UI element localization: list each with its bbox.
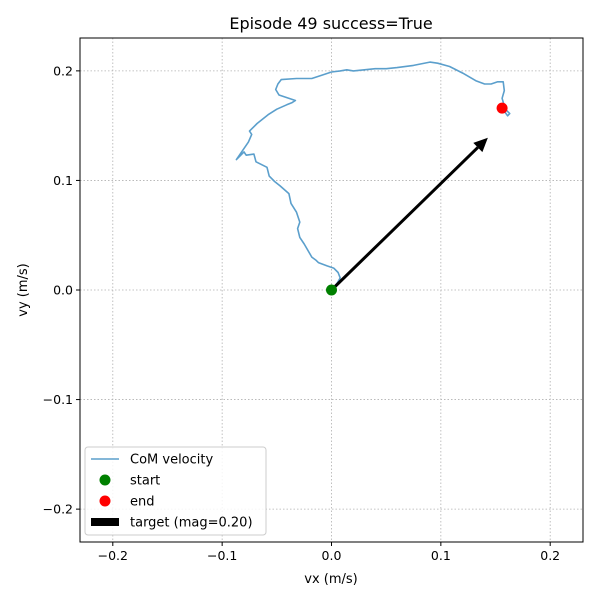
x-axis-label: vx (m/s) bbox=[304, 572, 357, 587]
x-tick-label: −0.1 bbox=[207, 548, 237, 563]
target-arrow-shaft bbox=[330, 146, 479, 292]
marker-end bbox=[496, 102, 508, 114]
y-tick-label: 0.2 bbox=[53, 63, 73, 78]
x-tick-label: −0.2 bbox=[98, 548, 128, 563]
y-axis-label: vy (m/s) bbox=[16, 263, 31, 316]
legend-label: CoM velocity bbox=[130, 453, 213, 468]
x-tick-label: 0.2 bbox=[540, 548, 560, 563]
legend: CoM velocity start end target (mag=0.20) bbox=[84, 446, 267, 536]
y-tick-label: 0.0 bbox=[53, 283, 73, 298]
legend-marker-swatch bbox=[99, 474, 111, 486]
chart-title: Episode 49 success=True bbox=[229, 14, 432, 33]
legend-entry-end: end bbox=[99, 495, 155, 510]
x-tick-label: 0.1 bbox=[431, 548, 451, 563]
legend-label: target (mag=0.20) bbox=[130, 516, 253, 531]
marker-start bbox=[326, 284, 337, 296]
legend-arrow-swatch bbox=[91, 518, 119, 526]
plot-area: −0.2 −0.1 0.0 0.1 0.2 −0.2 −0.1 0.0 0.1 0.2 bbox=[43, 37, 584, 563]
series-line-com-velocity bbox=[235, 61, 511, 291]
y-tick-label: 0.1 bbox=[53, 173, 73, 188]
legend-label: start bbox=[130, 474, 160, 489]
legend-marker-swatch bbox=[99, 495, 111, 507]
target-arrow-head bbox=[473, 137, 488, 153]
legend-entry-start: start bbox=[99, 474, 160, 489]
legend-entry-target: target (mag=0.20) bbox=[91, 516, 253, 531]
legend-box bbox=[84, 446, 267, 536]
x-tick-label: 0.0 bbox=[322, 548, 342, 563]
legend-label: end bbox=[130, 495, 155, 510]
y-tick-label: −0.1 bbox=[43, 392, 73, 407]
legend-entry-com-velocity: CoM velocity bbox=[91, 453, 213, 468]
y-tick-label: −0.2 bbox=[43, 502, 73, 517]
